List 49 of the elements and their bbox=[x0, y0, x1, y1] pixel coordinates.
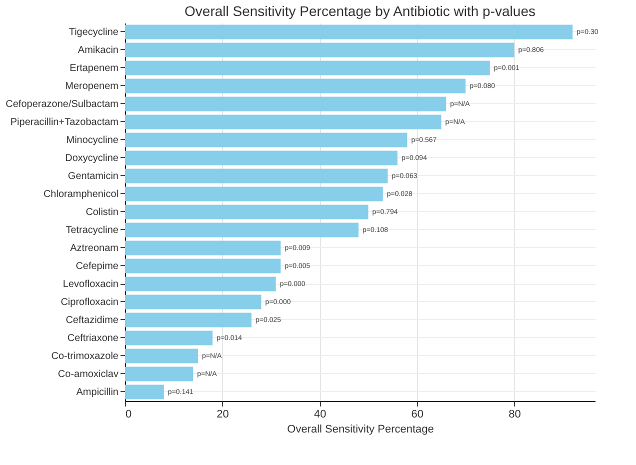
bar bbox=[125, 348, 198, 364]
x-tick-label: 80 bbox=[508, 408, 521, 420]
y-tick-label: Ceftazidime bbox=[66, 315, 119, 326]
x-tick-label: 60 bbox=[411, 408, 424, 420]
x-tick-label: 0 bbox=[126, 408, 132, 420]
bar bbox=[125, 114, 442, 130]
bar bbox=[125, 78, 466, 94]
bar bbox=[125, 330, 213, 346]
x-axis-title: Overall Sensitivity Percentage bbox=[287, 424, 434, 436]
y-tick-label: Ertapenem bbox=[70, 63, 118, 74]
y-tick-label: Cefepime bbox=[76, 261, 119, 272]
y-tick-label: Levofloxacin bbox=[62, 279, 118, 290]
bar bbox=[125, 204, 368, 220]
y-tick-label: Chloramphenicol bbox=[43, 189, 118, 200]
y-tick-label: Tigecycline bbox=[68, 27, 119, 38]
y-tick-label: Co-amoxiclav bbox=[58, 369, 118, 380]
bar bbox=[125, 24, 573, 40]
bar bbox=[125, 186, 383, 202]
y-tick-label: Piperacillin+Tazobactam bbox=[10, 117, 118, 128]
bar bbox=[125, 168, 388, 184]
y-tick-label: Doxycycline bbox=[65, 153, 119, 164]
y-tick-label: Meropenem bbox=[65, 81, 118, 92]
y-tick-label: Ciprofloxacin bbox=[60, 297, 118, 308]
bar bbox=[125, 240, 281, 256]
y-tick-label: Colistin bbox=[86, 207, 118, 218]
bar bbox=[125, 366, 194, 382]
bar bbox=[125, 222, 359, 238]
y-tick-label: Ampicillin bbox=[76, 387, 118, 398]
bar bbox=[125, 96, 446, 112]
bar bbox=[125, 132, 408, 148]
x-tick-label: 20 bbox=[216, 408, 229, 420]
y-tick-label: Ceftriaxone bbox=[67, 333, 119, 344]
bar bbox=[125, 258, 281, 274]
y-tick-label: Tetracycline bbox=[66, 225, 119, 236]
x-tick-label: 40 bbox=[314, 408, 326, 420]
bar bbox=[125, 60, 490, 76]
bar bbox=[125, 294, 262, 310]
bar bbox=[125, 42, 514, 58]
bar bbox=[125, 312, 252, 328]
y-tick-label: Minocycline bbox=[66, 135, 119, 146]
bar bbox=[125, 384, 164, 400]
chart-title: Overall Sensitivity Percentage by Antibiotic with p-values bbox=[184, 3, 536, 19]
y-tick-label: Gentamicin bbox=[68, 171, 118, 182]
bar bbox=[125, 150, 398, 166]
y-tick-label: Co-trimoxazole bbox=[51, 351, 119, 362]
y-tick-label: Amikacin bbox=[78, 45, 118, 56]
bar bbox=[125, 276, 276, 292]
y-tick-label: Aztreonam bbox=[70, 243, 118, 254]
y-tick-label: Cefoperazone/Sulbactam bbox=[6, 99, 118, 110]
